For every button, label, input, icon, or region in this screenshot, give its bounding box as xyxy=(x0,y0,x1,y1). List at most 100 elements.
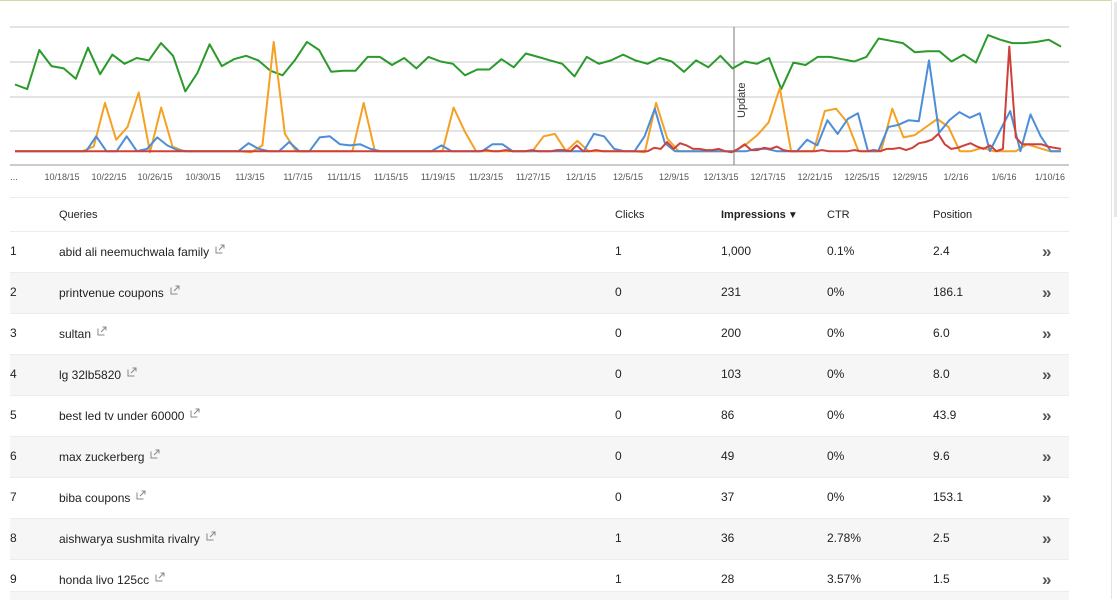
row-index: 1 xyxy=(10,244,17,258)
query-text[interactable]: abid ali neemuchwala family xyxy=(59,245,210,259)
expand-row-icon[interactable]: » xyxy=(1042,447,1052,466)
query-cell: printvenue coupons xyxy=(59,285,180,300)
queries-table: 1 abid ali neemuchwala family 1 1,000 0.1% 2.… xyxy=(10,231,1069,600)
performance-chart: Update... 10/18/15 10/22/15 10/26/15 10/30/1… xyxy=(10,26,1069,182)
external-link-icon[interactable] xyxy=(150,449,160,459)
external-link-icon[interactable] xyxy=(170,285,180,295)
row-index: 5 xyxy=(10,408,17,422)
expand-row-icon[interactable]: » xyxy=(1042,406,1052,425)
expand-row-icon[interactable]: » xyxy=(1042,365,1052,384)
row-index: 2 xyxy=(10,285,17,299)
x-tick-label: 10/26/15 xyxy=(137,172,172,182)
position-cell: 2.5 xyxy=(933,531,950,545)
query-text[interactable]: max zuckerberg xyxy=(59,450,145,464)
clicks-cell: 1 xyxy=(615,244,622,258)
table-row[interactable]: 1 abid ali neemuchwala family 1 1,000 0.1% 2.… xyxy=(10,231,1069,272)
ctr-cell: 0% xyxy=(827,408,845,422)
impressions-cell: 49 xyxy=(721,449,735,463)
expand-row-icon[interactable]: » xyxy=(1042,488,1052,507)
x-tick-label: 11/7/15 xyxy=(283,172,312,182)
query-text[interactable]: best led tv under 60000 xyxy=(59,409,185,423)
header-position[interactable]: Position xyxy=(933,209,973,221)
row-index: 3 xyxy=(10,326,17,340)
x-tick-label: 12/25/15 xyxy=(844,172,879,182)
external-link-icon[interactable] xyxy=(136,490,146,500)
query-cell: honda livo 125cc xyxy=(59,572,165,587)
ctr-cell: 0% xyxy=(827,449,845,463)
scrollbar-thumb[interactable] xyxy=(1114,2,1117,217)
impressions-cell: 36 xyxy=(721,531,735,545)
header-ctr[interactable]: CTR xyxy=(827,209,850,221)
header-clicks[interactable]: Clicks xyxy=(615,209,645,221)
position-cell: 6.0 xyxy=(933,326,950,340)
expand-row-icon[interactable]: » xyxy=(1042,324,1052,343)
position-cell: 186.1 xyxy=(933,285,964,299)
position-cell: 8.0 xyxy=(933,367,950,381)
table-row[interactable]: 5 best led tv under 60000 0 86 0% 43.9 » xyxy=(10,395,1069,436)
impressions-cell: 231 xyxy=(721,285,742,299)
query-cell: aishwarya sushmita rivalry xyxy=(59,531,216,546)
x-tick-label: 1/10/16 xyxy=(1035,172,1065,182)
expand-row-icon[interactable]: » xyxy=(1042,529,1052,548)
clicks-cell: 0 xyxy=(615,326,622,340)
x-tick-label: 12/17/15 xyxy=(750,172,785,182)
query-text[interactable]: honda livo 125cc xyxy=(59,573,150,587)
table-row[interactable]: 7 biba coupons 0 37 0% 153.1 » xyxy=(10,477,1069,518)
external-link-icon[interactable] xyxy=(127,367,137,377)
query-text[interactable]: sultan xyxy=(59,327,92,341)
header-impressions[interactable]: Impressions ▼ xyxy=(721,209,798,221)
table-row[interactable]: 8 aishwarya sushmita rivalry 1 36 2.78% 2.5 » xyxy=(10,518,1069,559)
query-text[interactable]: lg 32lb5820 xyxy=(59,368,122,382)
table-header: Queries Clicks Impressions ▼ CTR Position xyxy=(10,197,1069,232)
table-row[interactable]: 6 max zuckerberg 0 49 0% 9.6 » xyxy=(10,436,1069,477)
x-tick-label: 10/18/15 xyxy=(44,172,79,182)
x-tick-label: 12/1/15 xyxy=(566,172,596,182)
clicks-cell: 1 xyxy=(615,531,622,545)
ctr-cell: 0% xyxy=(827,326,845,340)
query-text[interactable]: aishwarya sushmita rivalry xyxy=(59,532,200,546)
clicks-cell: 0 xyxy=(615,285,622,299)
x-tick-label: 12/29/15 xyxy=(892,172,927,182)
x-tick-label: ... xyxy=(10,172,18,182)
x-tick-label: 11/11/15 xyxy=(327,172,361,182)
x-tick-label: 10/22/15 xyxy=(91,172,126,182)
query-cell: best led tv under 60000 xyxy=(59,408,200,423)
query-text[interactable]: printvenue coupons xyxy=(59,286,164,300)
clicks-cell: 0 xyxy=(615,367,622,381)
position-cell: 9.6 xyxy=(933,449,950,463)
position-cell: 1.5 xyxy=(933,572,950,586)
table-row-partial xyxy=(10,591,1069,600)
table-row[interactable]: 2 printvenue coupons 0 231 0% 186.1 » xyxy=(10,272,1069,313)
external-link-icon[interactable] xyxy=(97,326,107,336)
row-index: 7 xyxy=(10,490,17,504)
external-link-icon[interactable] xyxy=(155,572,165,582)
header-queries[interactable]: Queries xyxy=(59,209,98,221)
impressions-cell: 37 xyxy=(721,490,735,504)
expand-row-icon[interactable]: » xyxy=(1042,570,1052,589)
expand-row-icon[interactable]: » xyxy=(1042,283,1052,302)
query-cell: lg 32lb5820 xyxy=(59,367,137,382)
header-impressions-label: Impressions xyxy=(721,209,786,221)
x-tick-label: 11/27/15 xyxy=(516,172,550,182)
x-tick-label: 1/2/16 xyxy=(943,172,968,182)
series-line xyxy=(14,34,1062,93)
table-row[interactable]: 3 sultan 0 200 0% 6.0 » xyxy=(10,313,1069,354)
expand-row-icon[interactable]: » xyxy=(1042,242,1052,261)
external-link-icon[interactable] xyxy=(215,244,225,254)
impressions-cell: 1,000 xyxy=(721,244,752,258)
impressions-cell: 200 xyxy=(721,326,742,340)
x-tick-label: 12/13/15 xyxy=(703,172,738,182)
external-link-icon[interactable] xyxy=(206,531,216,541)
query-text[interactable]: biba coupons xyxy=(59,491,131,505)
ctr-cell: 0% xyxy=(827,285,845,299)
row-index: 9 xyxy=(10,572,17,586)
table-row[interactable]: 4 lg 32lb5820 0 103 0% 8.0 » xyxy=(10,354,1069,395)
table-row[interactable]: 9 honda livo 125cc 1 28 3.57% 1.5 » xyxy=(10,559,1069,600)
row-index: 8 xyxy=(10,531,17,545)
position-cell: 2.4 xyxy=(933,244,950,258)
x-tick-label: 10/30/15 xyxy=(185,172,220,182)
ctr-cell: 0% xyxy=(827,490,845,504)
row-index: 4 xyxy=(10,367,17,381)
scrollbar[interactable] xyxy=(1111,0,1118,599)
external-link-icon[interactable] xyxy=(190,408,200,418)
